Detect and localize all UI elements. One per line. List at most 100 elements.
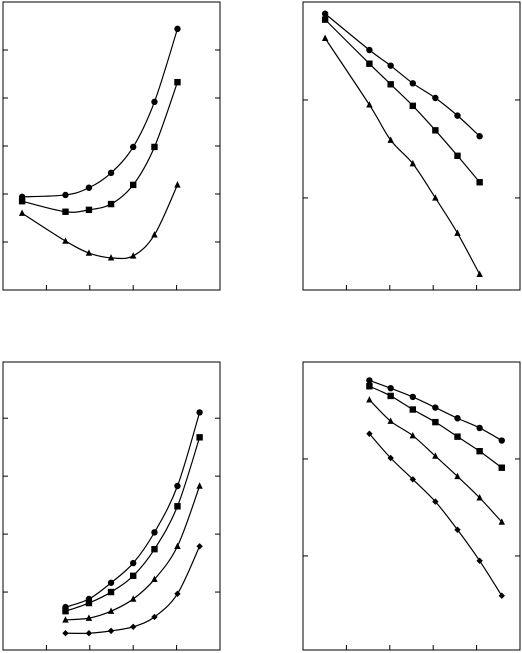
- marker-square: [85, 599, 93, 607]
- marker-square: [107, 200, 115, 208]
- marker-diamond: [107, 627, 115, 635]
- marker-square: [476, 448, 483, 455]
- marker-circle: [387, 384, 394, 392]
- marker-square: [432, 127, 439, 134]
- marker-triangle: [476, 494, 483, 501]
- marker-triangle: [107, 254, 115, 261]
- marker-triangle: [130, 595, 137, 602]
- marker-diamond: [62, 629, 69, 637]
- plot-frame: [302, 361, 521, 651]
- marker-triangle: [18, 209, 26, 216]
- marker-circle: [151, 98, 158, 106]
- marker-diamond: [196, 543, 203, 550]
- marker-triangle: [130, 252, 137, 259]
- marker-circle: [476, 133, 483, 140]
- marker-circle: [498, 437, 505, 444]
- marker-diamond: [151, 613, 158, 621]
- marker-circle: [366, 46, 373, 54]
- marker-diamond: [366, 430, 373, 437]
- marker-triangle: [174, 181, 181, 188]
- marker-square: [454, 152, 461, 159]
- marker-circle: [432, 94, 439, 102]
- marker-square: [476, 179, 483, 186]
- marker-diamond: [498, 592, 505, 599]
- marker-circle: [107, 169, 115, 177]
- marker-diamond: [85, 629, 93, 637]
- marker-circle: [130, 559, 137, 567]
- marker-triangle: [432, 452, 439, 459]
- marker-square: [409, 406, 417, 413]
- marker-triangle: [85, 249, 93, 256]
- marker-circle: [174, 25, 181, 33]
- marker-square: [432, 418, 439, 426]
- fit-line: [65, 546, 201, 634]
- marker-triangle: [432, 194, 439, 201]
- marker-square: [107, 588, 115, 596]
- marker-circle: [85, 184, 93, 191]
- marker-triangle: [151, 575, 158, 583]
- marker-triangle: [62, 237, 69, 244]
- marker-square: [85, 206, 93, 214]
- marker-triangle: [387, 417, 394, 424]
- marker-square: [62, 208, 69, 215]
- marker-square: [18, 198, 26, 205]
- marker-circle: [196, 409, 203, 416]
- marker-triangle: [85, 614, 93, 621]
- marker-triangle: [498, 518, 505, 525]
- marker-square: [454, 433, 461, 440]
- marker-diamond: [432, 498, 439, 505]
- marker-circle: [366, 377, 373, 384]
- marker-circle: [151, 529, 158, 536]
- marker-diamond: [387, 454, 394, 462]
- marker-triangle: [196, 482, 203, 489]
- marker-diamond: [409, 476, 417, 483]
- marker-triangle: [476, 270, 483, 278]
- marker-triangle: [174, 542, 181, 549]
- marker-square: [366, 60, 373, 67]
- plot-frame: [2, 1, 221, 291]
- marker-square: [196, 434, 203, 441]
- marker-square: [130, 181, 137, 189]
- marker-circle: [130, 143, 137, 151]
- marker-circle: [476, 424, 483, 432]
- marker-square: [387, 81, 394, 88]
- marker-triangle: [454, 229, 461, 236]
- marker-triangle: [366, 101, 373, 108]
- marker-triangle: [107, 607, 115, 614]
- marker-square: [174, 503, 181, 510]
- marker-circle: [409, 80, 417, 87]
- marker-circle: [454, 415, 461, 422]
- marker-triangle: [409, 431, 417, 439]
- marker-circle: [321, 10, 329, 17]
- fit-line: [22, 28, 179, 198]
- plot-frame: [2, 361, 221, 651]
- marker-diamond: [130, 623, 137, 631]
- marker-circle: [432, 404, 439, 411]
- marker-square: [321, 16, 329, 23]
- marker-square: [151, 545, 158, 553]
- marker-circle: [107, 579, 115, 586]
- marker-diamond: [476, 557, 483, 564]
- marker-circle: [454, 112, 461, 119]
- plot-frame: [302, 1, 521, 291]
- marker-square: [151, 143, 158, 151]
- marker-diamond: [174, 590, 181, 597]
- marker-square: [62, 607, 69, 615]
- marker-triangle: [409, 159, 417, 167]
- marker-circle: [62, 191, 69, 199]
- marker-triangle: [62, 616, 69, 623]
- marker-square: [387, 392, 394, 400]
- marker-triangle: [151, 231, 158, 238]
- marker-diamond: [454, 526, 461, 533]
- marker-square: [174, 78, 181, 86]
- marker-square: [366, 383, 373, 390]
- fit-line: [65, 437, 201, 612]
- marker-triangle: [366, 396, 373, 403]
- marker-square: [409, 102, 417, 110]
- marker-triangle: [454, 472, 461, 480]
- marker-square: [130, 572, 137, 580]
- marker-triangle: [321, 34, 329, 41]
- marker-circle: [174, 482, 181, 490]
